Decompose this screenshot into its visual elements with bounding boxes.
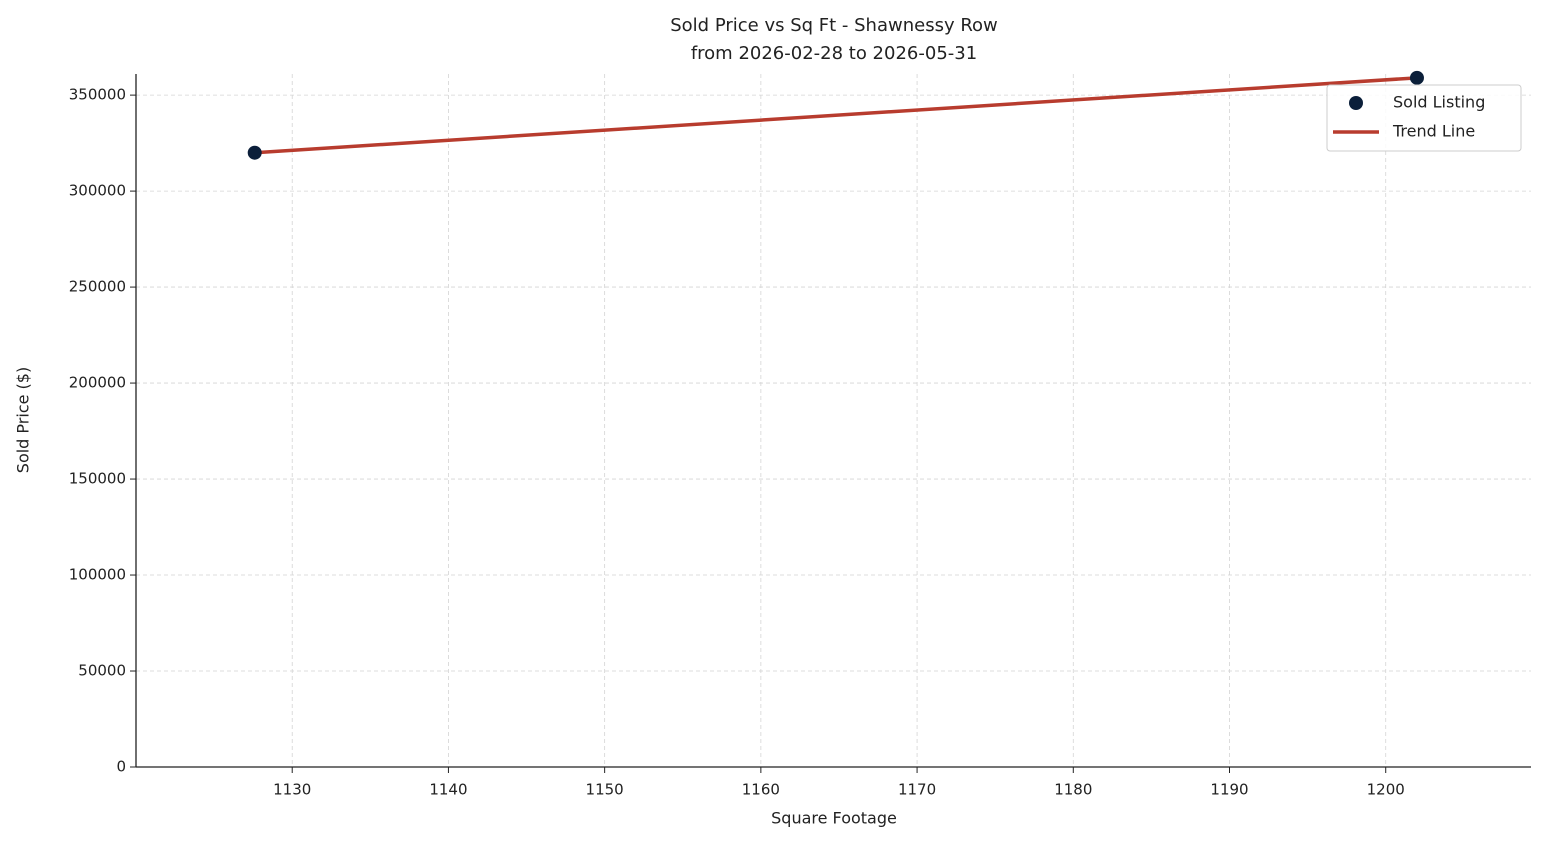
y-tick-label: 250000: [69, 278, 126, 296]
legend-swatch: [1349, 96, 1363, 110]
x-tick-label: 1130: [273, 781, 311, 799]
point: [247, 145, 262, 160]
y-tick-label: 300000: [69, 182, 126, 200]
x-tick-label: 1170: [898, 781, 936, 799]
y-tick-label: 350000: [69, 86, 126, 104]
x-tick-label: 1200: [1367, 781, 1405, 799]
y-tick-label: 100000: [69, 566, 126, 584]
point: [1409, 70, 1424, 85]
legend-label: Sold Listing: [1393, 93, 1485, 112]
x-tick-label: 1190: [1210, 781, 1248, 799]
chart-subtitle: from 2026-02-28 to 2026-05-31: [691, 43, 977, 64]
y-tick-label: 150000: [69, 470, 126, 488]
legend-box: [1326, 84, 1522, 152]
x-axis-label: Square Footage: [771, 809, 897, 828]
x-tick-label: 1150: [586, 781, 624, 799]
legend-label: Trend Line: [1392, 122, 1475, 141]
x-tick-label: 1160: [742, 781, 780, 799]
trend-line: [254, 76, 1418, 155]
chart-title: Sold Price vs Sq Ft - Shawnessy Row: [670, 15, 998, 36]
y-tick-label: 0: [116, 758, 126, 776]
y-axis-label: Sold Price ($): [14, 367, 33, 473]
y-tick-label: 200000: [69, 374, 126, 392]
x-tick-label: 1140: [429, 781, 467, 799]
x-tick-label: 1180: [1054, 781, 1092, 799]
y-tick-label: 50000: [78, 662, 126, 680]
